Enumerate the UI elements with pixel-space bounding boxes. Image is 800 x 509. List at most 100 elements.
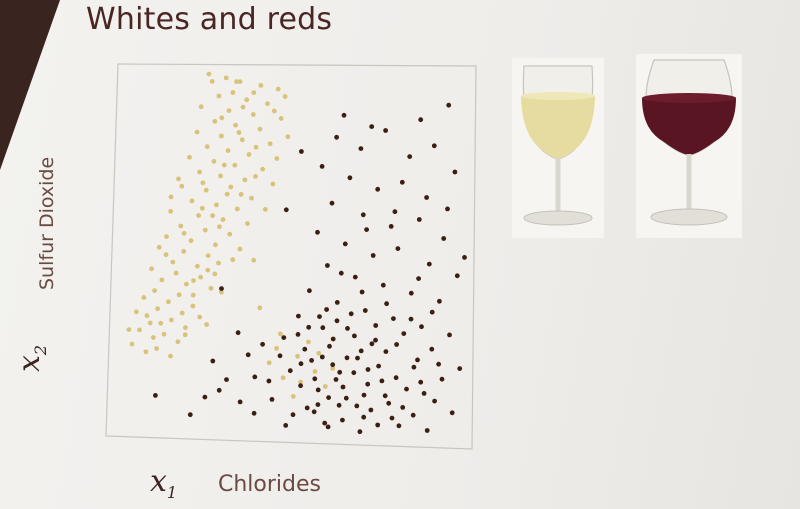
red-wine-point-49 — [421, 391, 427, 396]
red-wine-point-124 — [260, 341, 265, 347]
white-wine-point-120 — [312, 369, 318, 374]
white-wine-point-80 — [274, 156, 280, 161]
white-wine-point-121 — [280, 375, 286, 381]
slide-title: Whites and reds — [86, 2, 333, 37]
red-wine-point-138 — [462, 255, 467, 260]
red-wine-point-17 — [315, 229, 320, 235]
white-wine-point-63 — [190, 303, 196, 309]
white-wine-point-26 — [197, 169, 203, 175]
red-wine-point-91 — [290, 412, 296, 418]
red-wine-point-97 — [351, 370, 357, 376]
red-wine-point-43 — [411, 364, 417, 370]
red-wine-point-104 — [315, 402, 321, 407]
red-wine-point-98 — [369, 341, 375, 347]
red-wine-point-13 — [360, 212, 366, 218]
white-wine-point-39 — [220, 217, 226, 223]
white-wine-point-128 — [298, 379, 303, 385]
red-wine-point-14 — [388, 224, 394, 229]
white-wine-point-2 — [237, 79, 243, 84]
white-wine-point-109 — [200, 180, 206, 186]
white-wine-point-81 — [253, 174, 258, 179]
white-wine-point-79 — [285, 134, 291, 140]
red-wine-point-102 — [281, 335, 287, 340]
white-wine-point-71 — [161, 331, 167, 337]
white-wine-point-100 — [190, 292, 196, 298]
red-wine-point-116 — [338, 270, 344, 276]
red-wine-point-121 — [245, 352, 251, 358]
white-wine-point-103 — [126, 327, 132, 332]
white-wine-point-3 — [258, 83, 264, 88]
white-wine-point-54 — [173, 270, 179, 276]
white-wine-point-23 — [211, 158, 217, 164]
white-wine-point-72 — [151, 335, 156, 340]
white-wine-point-107 — [236, 130, 242, 135]
white-wine-point-17 — [239, 137, 245, 143]
red-wine-point-87 — [336, 402, 342, 408]
red-wine-point-71 — [302, 346, 308, 352]
white-wine-point-0 — [206, 71, 212, 77]
red-wine-point-46 — [337, 369, 343, 375]
red-wine-point-79 — [415, 357, 420, 363]
white-wine-point-31 — [203, 187, 209, 193]
red-wine-point-12 — [329, 200, 335, 206]
white-wine-point-57 — [184, 281, 189, 287]
red-wine-point-48 — [393, 375, 399, 381]
white-wine-point-75 — [154, 346, 160, 351]
red-wine-point-24 — [352, 274, 358, 280]
red-wine-point-84 — [432, 398, 437, 404]
red-wine-point-19 — [370, 253, 376, 258]
white-wine-point-106 — [219, 115, 225, 121]
red-wine-point-109 — [400, 405, 406, 410]
red-wine-point-90 — [266, 378, 272, 384]
white-wine-point-68 — [158, 320, 164, 326]
red-wine-point-82 — [386, 400, 392, 406]
red-wine-point-134 — [341, 112, 347, 118]
red-wine-point-9 — [399, 179, 405, 185]
white-wine-point-11 — [278, 116, 284, 121]
white-wine-point-29 — [270, 181, 276, 187]
red-wine-point-61 — [251, 410, 257, 416]
white-wine-point-61 — [141, 295, 147, 300]
red-wine-point-103 — [298, 361, 304, 367]
white-wine-point-64 — [155, 306, 161, 312]
white-wine-point-36 — [234, 206, 240, 212]
white-wine-point-65 — [179, 310, 185, 316]
white-wine-point-73 — [175, 339, 181, 345]
red-wine-point-110 — [418, 379, 424, 385]
white-wine-point-67 — [169, 317, 174, 323]
white-wine-point-127 — [274, 346, 279, 351]
white-wine-point-22 — [187, 154, 192, 160]
red-wine-point-108 — [375, 422, 381, 428]
white-wine-point-13 — [233, 122, 239, 128]
white-wine-point-35 — [214, 202, 219, 208]
red-wine-point-130 — [153, 393, 158, 398]
white-wine-point-12 — [212, 119, 218, 124]
red-wine-point-92 — [312, 376, 318, 382]
red-wine-point-67 — [320, 325, 326, 331]
white-wine-point-37 — [168, 208, 174, 214]
white-wine-point-44 — [164, 234, 169, 240]
white-wine-point-83 — [262, 207, 268, 212]
red-wine-point-22 — [454, 273, 460, 279]
x1-subscript: 1 — [166, 483, 178, 502]
red-wine-point-127 — [187, 412, 193, 418]
white-wine-point-101 — [204, 322, 210, 327]
red-wine-point-5 — [452, 169, 458, 175]
white-wine-point-14 — [257, 126, 263, 132]
white-wine-point-33 — [249, 195, 254, 201]
red-wine-point-21 — [426, 261, 432, 267]
red-wine-point-96 — [330, 362, 336, 368]
white-wine-point-112 — [181, 230, 187, 236]
red-wine-point-52 — [326, 395, 331, 400]
white-wine-point-105 — [251, 90, 257, 95]
white-wine-point-4 — [275, 86, 281, 92]
red-wine-point-1 — [358, 146, 364, 152]
red-wine-point-122 — [224, 377, 229, 382]
red-wine-point-28 — [307, 288, 312, 294]
white-wine-point-1 — [223, 75, 229, 81]
red-wine-point-72 — [344, 355, 350, 361]
white-wine-point-10 — [250, 112, 256, 117]
white-wine-point-7 — [265, 101, 270, 107]
white-wine-point-58 — [208, 285, 214, 291]
